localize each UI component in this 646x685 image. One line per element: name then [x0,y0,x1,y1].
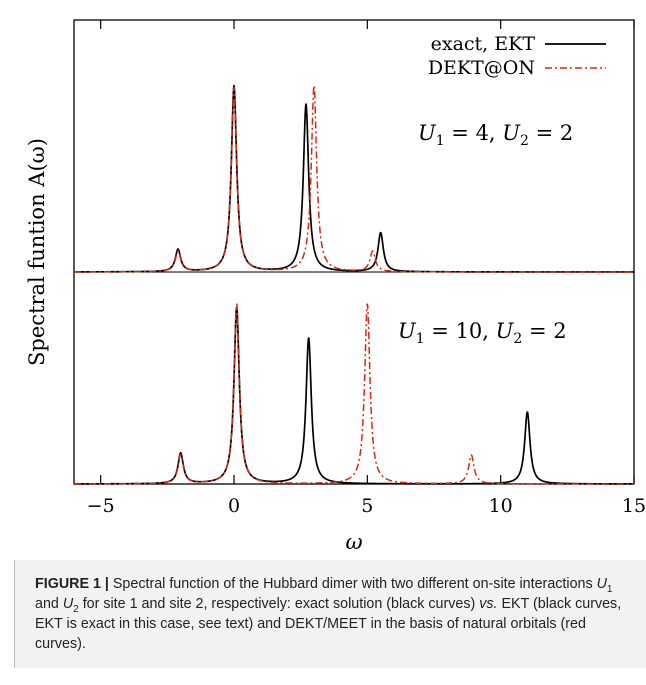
x-axis-label: ω [345,530,362,554]
x-tick-label: 15 [622,495,646,517]
caption-label: FIGURE 1 | [35,576,109,592]
spectral-chart: −5 0 5 10 15 ω Spectral funtion A(ω) exact, … [25,19,646,554]
caption-u2-sub: 2 [73,603,79,615]
x-ticks: −5 0 5 10 15 [87,20,646,517]
caption-vs: vs. [479,596,498,612]
panel-1-dekt-on-curve [73,84,635,273]
x-tick-label: 10 [489,495,513,517]
plot-frame [73,19,635,485]
legend-label-exact: exact, EKT [431,33,536,55]
caption-u1-sub: 1 [606,583,613,595]
caption-u2: U [62,596,74,612]
caption-u1: U [596,576,607,592]
curves [73,84,635,485]
caption-text: and [35,596,63,612]
figure-caption: FIGURE 1 | Spectral function of the Hubb… [35,574,635,654]
y-axis-label: Spectral funtion A(ω) [25,138,49,366]
caption-text: for site 1 and site 2, respectively: exa… [78,596,480,612]
panel-2-dekt-on-curve [73,303,635,485]
caption-text: EKT (black curves, EKT is exact in this … [35,596,622,652]
x-tick-label: 5 [361,495,373,517]
panel-1-exact-ekt-curve [73,84,635,273]
panel-1-annotation: U1 = 4, U2 = 2 [418,121,573,149]
caption-text: Spectral function of the Hubbard dimer w… [108,576,597,592]
legend-label-dekt: DEKT@ON [428,57,535,79]
x-tick-label: −5 [87,495,115,517]
caption-box: FIGURE 1 | Spectral function of the Hubb… [14,560,646,668]
x-tick-label: 0 [228,495,240,517]
legend: exact, EKT DEKT@ON [428,33,606,79]
panel-2-annotation: U1 = 10, U2 = 2 [398,319,567,347]
